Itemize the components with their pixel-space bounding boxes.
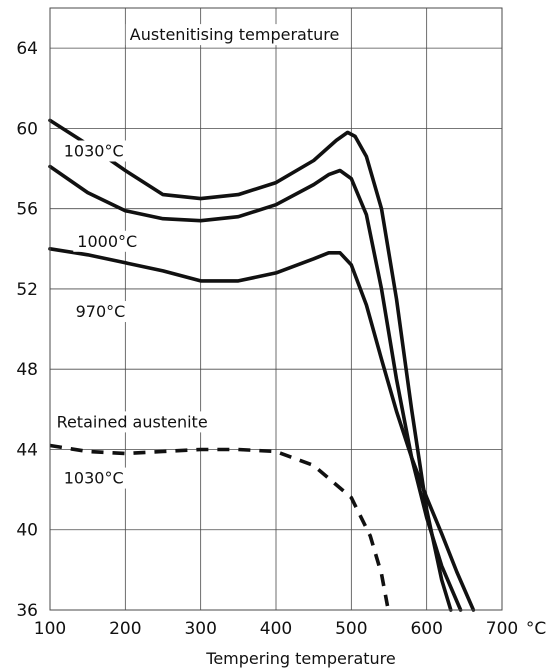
x-tick-label: 600 [410, 619, 442, 639]
y-tick-label: 36 [16, 601, 38, 621]
annotation-background [71, 301, 130, 323]
annotation-5: Retained austenite [52, 411, 212, 433]
y-tick-label: 40 [16, 521, 38, 541]
x-tick-label: 100 [34, 619, 66, 639]
annotation-background [73, 230, 142, 252]
series-line-3 [48, 247, 476, 612]
annotation-background [125, 24, 344, 46]
y-tick-label: 56 [16, 200, 38, 220]
annotation-background [59, 140, 128, 162]
annotation-2: 1030°C [59, 140, 128, 162]
annotation-6: 1030°C [59, 467, 128, 489]
y-tick-label: 44 [16, 440, 38, 460]
annotation-text: 1030°C [64, 141, 124, 160]
x-tick-label: 300 [184, 619, 216, 639]
series-group [48, 118, 476, 612]
annotation-1: Austenitising temperature [125, 24, 344, 46]
y-tick-label: 64 [16, 39, 38, 59]
annotation-text: 1030°C [64, 469, 124, 488]
x-tick-label: 400 [260, 619, 292, 639]
grid-lines [50, 8, 502, 610]
annotation-3: 1000°C [73, 230, 142, 252]
plot-frame [49, 7, 503, 611]
annotation-text: 1000°C [77, 232, 137, 251]
tick-labels: 100 200 300 400 500 600 700 36 40 44 48 52 56 60 64 [16, 39, 518, 639]
series-line-1 [48, 118, 453, 612]
x-axis-label: Tempering temperature [205, 649, 395, 668]
y-tick-label: 60 [16, 119, 38, 139]
annotation-text: Austenitising temperature [130, 25, 340, 44]
x-tick-label: 700 [486, 619, 518, 639]
annotation-text: 970°C [76, 302, 126, 321]
y-tick-label: 48 [16, 360, 38, 380]
annotation-background [52, 411, 212, 433]
annotation-text: Retained austenite [57, 412, 208, 431]
annotation-background [59, 467, 128, 489]
x-axis-unit: °C [526, 619, 546, 639]
annotation-4: 970°C [71, 301, 130, 323]
y-tick-label: 52 [16, 280, 38, 300]
x-tick-label: 500 [335, 619, 367, 639]
annotations-group: Austenitising temperature 1030°C 1000°C 970… [52, 24, 344, 489]
series-line-4 [49, 443, 390, 607]
x-tick-label: 200 [109, 619, 141, 639]
